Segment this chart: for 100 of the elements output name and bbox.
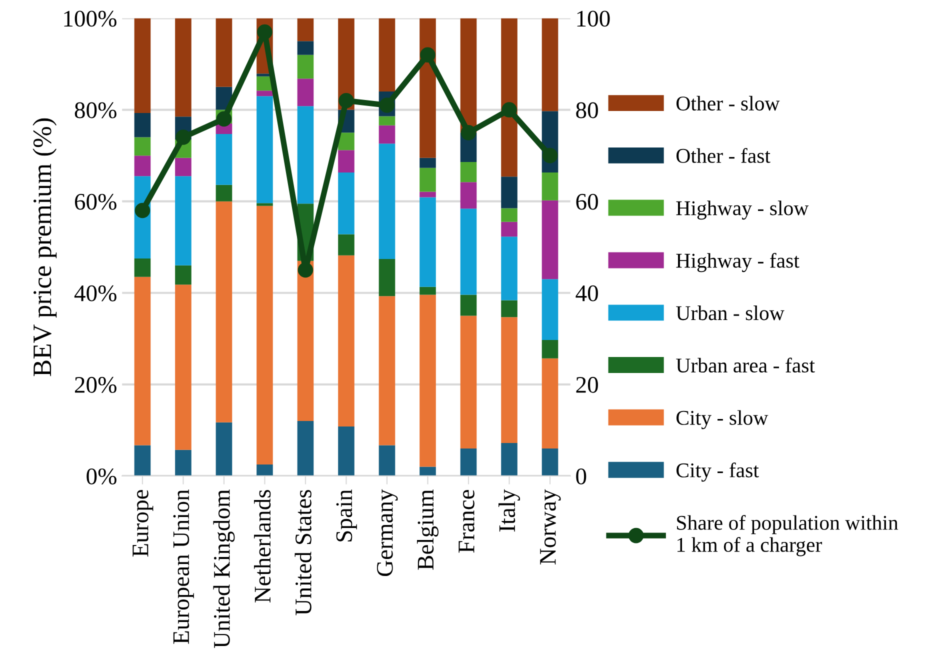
- y-tick-label: 80%: [74, 102, 116, 118]
- bar: [501, 236, 518, 300]
- bar: [338, 132, 354, 150]
- legend-label: Share of population within 1 km of a charger: [677, 515, 898, 556]
- legend-label: Highway - fast: [676, 252, 800, 272]
- bar: [501, 317, 518, 444]
- bar: [542, 358, 558, 448]
- bar: [378, 18, 396, 92]
- bar: [216, 201, 232, 422]
- x-tick-label: Belgium: [417, 490, 438, 570]
- x-tick-label: France: [458, 490, 474, 553]
- bar: [175, 18, 192, 117]
- bar: [420, 168, 436, 192]
- bar: [297, 106, 314, 204]
- bar: [460, 18, 477, 133]
- y-tick-label: 20%: [74, 376, 116, 393]
- bar: [175, 284, 192, 450]
- bar: [175, 450, 192, 476]
- bar: [542, 200, 558, 280]
- point: [257, 24, 272, 40]
- bar: [542, 18, 558, 112]
- y2-tick-label: 80: [576, 102, 598, 118]
- legend-label: Other - fast: [676, 148, 770, 163]
- bar: [542, 340, 558, 358]
- bar: [297, 78, 314, 106]
- bar: [501, 208, 518, 222]
- point: [134, 202, 150, 218]
- bar: [216, 134, 232, 185]
- bar: [460, 294, 477, 316]
- bar: [420, 294, 436, 467]
- x-tick-label: Germany: [376, 489, 398, 576]
- bar: [542, 172, 558, 200]
- point: [460, 125, 476, 140]
- bar: [297, 41, 314, 55]
- bar: [134, 445, 151, 476]
- bar: [501, 18, 518, 177]
- bar: [501, 222, 518, 237]
- point: [542, 148, 558, 164]
- bar: [378, 296, 396, 446]
- bar: [338, 234, 354, 256]
- bar: [460, 208, 477, 295]
- bar: [460, 162, 477, 182]
- x-tick-label: Italy: [498, 489, 520, 532]
- bar: [501, 176, 518, 208]
- bar: [134, 18, 151, 113]
- x-tick-label: Netherlands: [254, 490, 271, 603]
- bar: [378, 144, 396, 260]
- y2-tick-label: 20: [576, 376, 598, 393]
- bar: [256, 96, 273, 204]
- legend-label: Other - slow: [676, 96, 780, 111]
- x-tick-label: Norway: [540, 489, 561, 565]
- bar: [378, 116, 396, 126]
- y-tick-label: 100%: [64, 10, 116, 27]
- bar: [175, 265, 192, 285]
- bar: [542, 279, 558, 340]
- point: [420, 47, 436, 63]
- bar: [297, 54, 314, 79]
- bar: [216, 184, 232, 202]
- bar: [460, 182, 477, 209]
- bar: [378, 259, 396, 296]
- legend-label: City - fast: [676, 462, 759, 482]
- bar: [134, 276, 151, 446]
- y2-tick-label: 40: [576, 285, 598, 302]
- bar: [338, 172, 354, 234]
- y2-tick-label: 0: [576, 468, 586, 484]
- bar: [338, 426, 354, 476]
- x-tick-label: European Union: [173, 490, 194, 644]
- bar: [297, 421, 314, 476]
- y-tick-label: 0%: [86, 468, 116, 484]
- point: [338, 93, 354, 108]
- x-tick-label: Spain: [336, 490, 357, 542]
- y-tick-label: 60%: [74, 194, 116, 210]
- bar: [134, 113, 151, 138]
- point: [176, 130, 191, 145]
- bar: [256, 203, 273, 206]
- bar: [297, 260, 314, 422]
- legend-label: City - slow: [676, 410, 768, 430]
- bar: [501, 300, 518, 318]
- bar: [338, 255, 354, 427]
- legend-label: Urban - slow: [676, 306, 784, 320]
- bar: [378, 125, 396, 144]
- bar: [460, 316, 477, 448]
- point: [298, 262, 314, 278]
- y2-tick-label: 100: [577, 10, 610, 27]
- bar: [256, 206, 273, 465]
- bar: [460, 448, 477, 476]
- bar: [420, 192, 436, 198]
- point: [502, 102, 517, 118]
- bar: [216, 422, 232, 476]
- bar: [420, 286, 436, 295]
- bar: [420, 197, 436, 287]
- bar: [420, 158, 436, 168]
- x-tick-label: Europe: [132, 490, 154, 557]
- bar: [297, 18, 314, 42]
- bar: [256, 90, 273, 96]
- x-tick-label: United States: [294, 490, 312, 616]
- bar: [501, 443, 518, 476]
- bar: [134, 137, 151, 156]
- bar: [420, 466, 436, 476]
- x-tick-label: United Kingdom: [213, 490, 235, 648]
